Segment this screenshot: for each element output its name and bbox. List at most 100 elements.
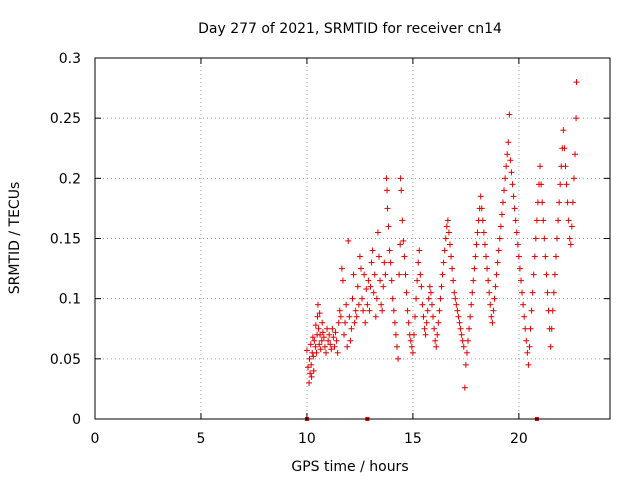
data-point xyxy=(466,325,473,332)
data-point xyxy=(341,331,348,338)
data-point xyxy=(368,259,375,266)
data-point xyxy=(516,265,523,272)
data-point xyxy=(458,331,465,338)
y-axis-label: SRMTID / TECUs xyxy=(7,182,23,295)
data-point xyxy=(520,301,527,308)
data-point xyxy=(488,313,495,320)
data-point xyxy=(462,361,469,368)
data-point xyxy=(561,145,568,152)
data-point xyxy=(509,181,516,188)
data-point xyxy=(436,307,443,314)
data-point xyxy=(515,253,522,260)
data-point xyxy=(401,253,408,260)
data-point xyxy=(555,217,562,224)
data-point xyxy=(453,301,460,308)
data-point xyxy=(330,334,337,341)
data-point xyxy=(539,199,546,206)
data-point xyxy=(408,343,415,350)
data-point xyxy=(478,205,485,212)
data-point xyxy=(308,373,315,380)
data-point xyxy=(388,277,395,284)
data-point xyxy=(359,295,366,302)
data-point xyxy=(361,271,368,278)
data-point xyxy=(310,367,317,374)
data-point xyxy=(508,169,515,176)
data-point xyxy=(487,301,494,308)
data-point xyxy=(557,181,564,188)
y-tick-label: 0.25 xyxy=(50,111,81,127)
data-point xyxy=(412,313,419,320)
data-point xyxy=(319,319,326,326)
data-point xyxy=(523,337,530,344)
data-point xyxy=(547,343,554,350)
data-point xyxy=(325,337,332,344)
data-point xyxy=(511,205,518,212)
data-point xyxy=(416,247,423,254)
data-point xyxy=(363,286,370,293)
data-point xyxy=(324,325,331,332)
data-point xyxy=(572,151,579,158)
data-point xyxy=(537,163,544,170)
data-point xyxy=(491,295,498,302)
data-point xyxy=(365,277,372,284)
data-point xyxy=(354,283,361,290)
data-point xyxy=(567,241,574,248)
data-point xyxy=(371,271,378,278)
data-point xyxy=(352,307,359,314)
data-point xyxy=(387,259,394,266)
data-point xyxy=(356,253,363,260)
data-point xyxy=(410,331,417,338)
data-point xyxy=(348,325,355,332)
y-tick-label: 0.1 xyxy=(59,292,81,308)
data-point xyxy=(323,349,330,356)
data-point xyxy=(489,319,496,326)
data-point xyxy=(573,115,580,122)
data-point xyxy=(467,313,474,320)
data-point xyxy=(336,307,343,314)
data-point xyxy=(383,175,390,182)
data-point xyxy=(493,271,500,278)
data-point xyxy=(484,265,491,272)
data-point xyxy=(308,361,315,368)
data-point xyxy=(327,341,334,348)
data-point xyxy=(502,175,509,182)
data-point xyxy=(430,313,437,320)
data-point xyxy=(552,253,559,260)
data-point xyxy=(334,349,341,356)
data-point xyxy=(386,247,393,254)
data-point xyxy=(374,229,381,236)
data-point xyxy=(326,331,333,338)
data-point xyxy=(343,301,350,308)
data-point xyxy=(311,337,318,344)
data-point xyxy=(492,283,499,290)
data-point xyxy=(428,301,435,308)
data-point xyxy=(396,271,403,278)
y-tick-label: 0.05 xyxy=(50,352,81,368)
data-point xyxy=(306,379,313,386)
data-point xyxy=(554,235,561,242)
data-point xyxy=(381,259,388,266)
data-point xyxy=(437,295,444,302)
data-point xyxy=(505,139,512,146)
data-point xyxy=(454,307,461,314)
data-point xyxy=(422,331,429,338)
data-point xyxy=(540,217,547,224)
data-point xyxy=(347,337,354,344)
data-point xyxy=(565,217,572,224)
data-point xyxy=(573,79,580,86)
data-point xyxy=(441,247,448,254)
data-point xyxy=(529,289,536,296)
data-point xyxy=(490,307,497,314)
y-tick-label: 0.3 xyxy=(59,51,81,67)
data-point xyxy=(398,187,405,194)
data-point xyxy=(397,175,404,182)
data-point xyxy=(337,313,344,320)
data-point xyxy=(306,355,313,362)
data-point xyxy=(544,289,551,296)
data-point xyxy=(446,241,453,248)
data-point xyxy=(570,175,577,182)
data-point xyxy=(391,319,398,326)
data-point xyxy=(350,271,357,278)
data-point xyxy=(513,229,520,236)
